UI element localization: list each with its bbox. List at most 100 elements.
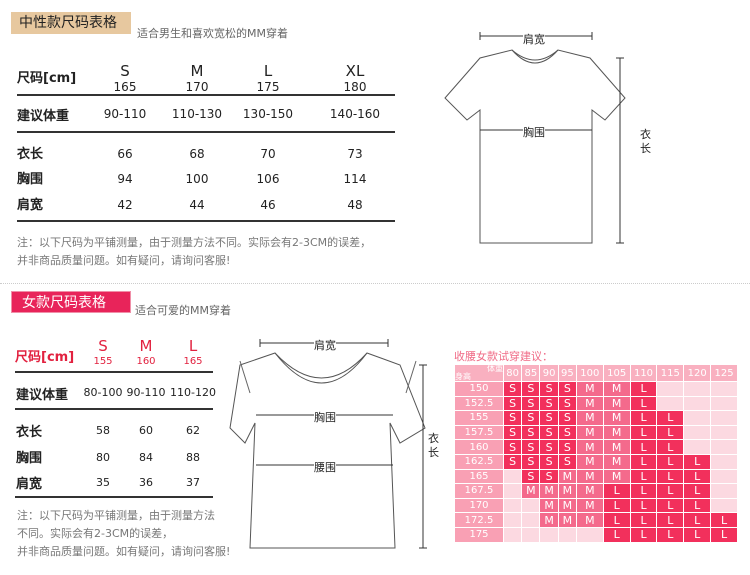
fit-chart-cell: L [603,527,630,542]
fit-chart-cell: S [558,454,576,469]
fit-chart-cell: L [630,382,657,396]
length-value: 60 [139,424,153,437]
height-header: 167.5 [455,484,503,498]
fit-chart-cell: L [630,498,657,513]
fit-chart-row: 155 S S S S M M L L [455,411,737,425]
diagram-chest-label: 胸围 [314,409,336,425]
fit-chart-cell: S [540,469,558,484]
divider [17,131,395,133]
chest-value: 94 [117,172,133,186]
fit-chart-cell: L [657,454,684,469]
size-name: XL [345,62,365,80]
fit-chart-cell [504,527,522,542]
fit-chart-cell [711,425,737,440]
height-header: 175 [455,527,503,542]
shoulder-value: 36 [139,476,153,489]
fit-chart-cell [576,527,603,542]
length-value: 73 [347,147,363,161]
chest-value: 80 [96,451,110,464]
fit-chart-row: 170 M M M L L L L [455,498,737,513]
fit-chart-cell: M [558,513,576,527]
size-label: 尺码[cm] [17,71,77,86]
row-label-shoulder: 肩宽 [17,198,44,213]
row-label-length: 衣长 [17,147,44,162]
fit-chart-cell: L [711,527,737,542]
fit-chart-cell [504,469,522,484]
weight-header: 100 [576,365,603,381]
row-label-length: 衣长 [16,425,43,440]
fit-chart-cell [684,425,711,440]
length-value: 70 [260,147,276,161]
size-height: 155 [93,356,113,367]
weight-value: 80-100 [83,386,123,399]
fit-chart-cell [711,498,737,513]
height-header: 165 [455,469,503,484]
fit-chart-cell: M [576,454,603,469]
fit-chart-cell: L [684,527,711,542]
fit-chart-row: 162.5 S S S S M M L L L [455,454,737,469]
fit-chart-cell: M [540,484,558,498]
shoulder-value: 48 [347,198,363,212]
tshirt-diagram [444,32,626,244]
fit-chart-cell: S [504,382,522,396]
corner-weight: 体重 [487,364,503,373]
fit-chart-cell: M [576,469,603,484]
size-name: L [263,62,273,80]
shoulder-value: 44 [189,198,205,212]
fit-chart-cell: M [603,425,630,440]
fit-chart-cell: M [558,484,576,498]
weight-value: 110-130 [171,107,223,121]
fit-chart-cell: S [558,411,576,425]
fit-chart-cell: M [540,498,558,513]
chest-value: 114 [343,172,367,186]
fit-chart-cell [522,513,540,527]
fit-chart-cell: L [684,498,711,513]
section-divider [0,283,750,284]
fit-chart-cell [684,382,711,396]
fit-chart-cell: S [504,411,522,425]
height-header: 160 [455,440,503,454]
fit-chart-row: 150 S S S S M M L [455,382,737,396]
fit-chart-cell: L [603,513,630,527]
fit-chart-cell [711,454,737,469]
corner-height: 身高 [455,372,471,381]
fit-chart-cell: L [630,440,657,454]
fit-chart-cell: M [603,469,630,484]
fit-chart-cell [684,440,711,454]
fit-chart-cell [711,382,737,396]
fit-chart-cell: L [657,469,684,484]
weight-value: 140-160 [329,107,381,121]
fit-chart-cell: M [603,382,630,396]
height-header: 155 [455,411,503,425]
fit-chart-cell: S [504,454,522,469]
fit-chart-cell: S [504,425,522,440]
shoulder-value: 46 [260,198,276,212]
divider [17,94,395,96]
height-header: 150 [455,382,503,396]
unisex-title: 中性款尺码表格 [11,12,131,34]
weight-header: 115 [657,365,684,381]
fit-chart-cell [711,411,737,425]
row-label-chest: 胸围 [16,451,43,466]
fit-chart-cell: S [558,425,576,440]
weight-value: 130-150 [242,107,294,121]
fit-chart-row: 160 S S S S M M L L [455,440,737,454]
size-name: M [190,62,204,80]
size-name: S [120,62,130,80]
fit-chart-cell: S [540,411,558,425]
fit-chart-cell [522,498,540,513]
fit-chart-cell: M [576,484,603,498]
fit-chart-cell: L [684,454,711,469]
length-value: 58 [96,424,110,437]
fit-chart-cell: L [657,411,684,425]
shoulder-value: 42 [117,198,133,212]
fit-chart-cell: L [711,513,737,527]
weight-value: 90-110 [126,386,166,399]
fit-chart-corner: 体重身高 [455,365,503,381]
height-header: 162.5 [455,454,503,469]
row-label-chest: 胸围 [17,172,44,187]
size-name: L [188,337,198,355]
fit-chart-cell [522,527,540,542]
fit-chart-cell: M [576,498,603,513]
fit-chart-cell [711,396,737,411]
